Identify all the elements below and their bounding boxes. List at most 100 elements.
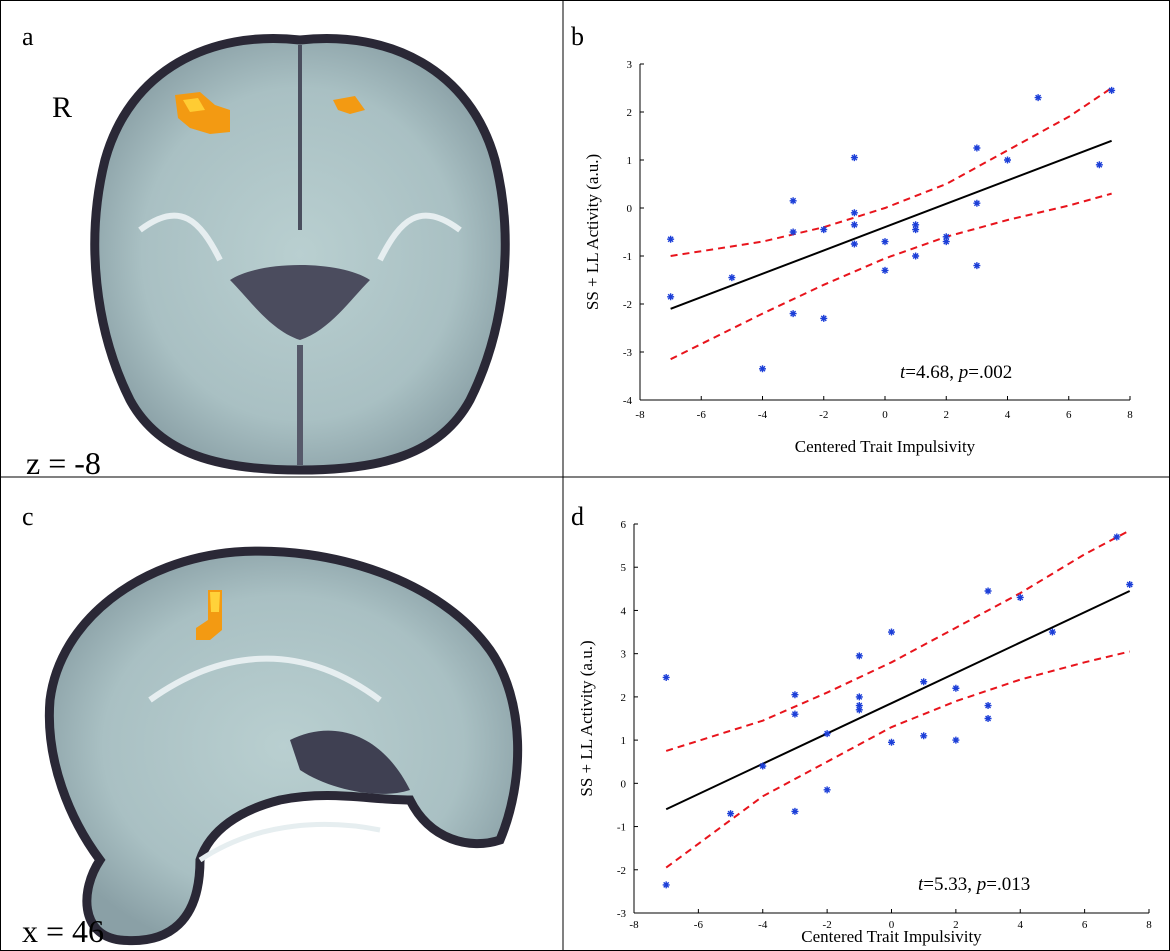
data-point bbox=[973, 200, 980, 207]
data-point bbox=[727, 810, 734, 817]
data-point bbox=[791, 711, 798, 718]
x-tick-label: 4 bbox=[1005, 409, 1011, 421]
data-point bbox=[791, 808, 798, 815]
data-point bbox=[790, 197, 797, 204]
data-point bbox=[985, 587, 992, 594]
figure: a b c d R z = -8 x = 46 -8-6-4-202468-4-… bbox=[0, 0, 1170, 951]
data-point bbox=[952, 737, 959, 744]
data-point bbox=[824, 786, 831, 793]
y-tick-label: 4 bbox=[621, 605, 627, 617]
x-tick-label: 8 bbox=[1146, 919, 1152, 931]
data-point bbox=[667, 293, 674, 300]
y-tick-label: 3 bbox=[627, 59, 633, 71]
annotation-part: =5.33, bbox=[923, 874, 976, 895]
y-tick-label: -4 bbox=[623, 395, 633, 407]
data-point bbox=[851, 241, 858, 248]
data-point bbox=[1108, 87, 1115, 94]
x-tick-label: 2 bbox=[944, 409, 950, 421]
data-point bbox=[856, 706, 863, 713]
x-tick-label: 8 bbox=[1127, 409, 1133, 421]
y-tick-label: -1 bbox=[623, 251, 632, 263]
data-point bbox=[1049, 629, 1056, 636]
data-point bbox=[973, 262, 980, 269]
data-point bbox=[1126, 581, 1133, 588]
data-point bbox=[851, 221, 858, 228]
data-point bbox=[791, 691, 798, 698]
x-tick-label: 6 bbox=[1082, 919, 1088, 931]
panel-label: c bbox=[22, 502, 34, 531]
data-point bbox=[851, 154, 858, 161]
x-tick-label: -4 bbox=[758, 919, 768, 931]
data-point bbox=[882, 238, 889, 245]
y-tick-label: -2 bbox=[623, 299, 632, 311]
y-tick-label: -2 bbox=[617, 865, 626, 877]
data-point bbox=[824, 730, 831, 737]
data-point bbox=[985, 715, 992, 722]
annotation-part: p bbox=[975, 874, 987, 895]
data-point bbox=[759, 763, 766, 770]
data-point bbox=[1017, 594, 1024, 601]
y-tick-label: -3 bbox=[623, 347, 633, 359]
data-point bbox=[882, 267, 889, 274]
page: { "panel_labels": ["a", "b", "c", "d"], … bbox=[0, 0, 1170, 951]
annotation: t=5.33, p=.013 bbox=[918, 874, 1030, 895]
data-point bbox=[856, 693, 863, 700]
data-point bbox=[820, 226, 827, 233]
data-point bbox=[888, 739, 895, 746]
data-point bbox=[663, 881, 670, 888]
data-point bbox=[1096, 161, 1103, 168]
x-tick-label: -6 bbox=[694, 919, 704, 931]
data-point bbox=[973, 145, 980, 152]
panel-label: b bbox=[571, 22, 584, 51]
panel-label: a bbox=[22, 22, 34, 51]
x-tick-label: -6 bbox=[697, 409, 707, 421]
side-label: R bbox=[52, 91, 72, 124]
y-tick-label: 1 bbox=[621, 735, 627, 747]
data-point bbox=[1113, 533, 1120, 540]
data-point bbox=[1035, 94, 1042, 101]
data-point bbox=[759, 365, 766, 372]
slice-label: x = 46 bbox=[22, 913, 104, 949]
x-tick-label: -4 bbox=[758, 409, 768, 421]
y-axis-label: SS + LL Activity (a.u.) bbox=[577, 640, 596, 796]
y-tick-label: 5 bbox=[621, 562, 627, 574]
x-tick-label: -8 bbox=[629, 919, 639, 931]
y-tick-label: 1 bbox=[627, 155, 633, 167]
data-point bbox=[952, 685, 959, 692]
data-point bbox=[728, 274, 735, 281]
data-point bbox=[985, 702, 992, 709]
x-axis-label: Centered Trait Impulsivity bbox=[795, 437, 976, 456]
y-tick-label: 3 bbox=[621, 649, 627, 661]
y-tick-label: -1 bbox=[617, 822, 626, 834]
y-tick-label: 2 bbox=[627, 107, 633, 119]
data-point bbox=[790, 310, 797, 317]
annotation-part: =4.68, bbox=[905, 362, 958, 383]
x-tick-label: -8 bbox=[635, 409, 645, 421]
data-point bbox=[912, 253, 919, 260]
data-point bbox=[912, 226, 919, 233]
y-tick-label: 2 bbox=[621, 692, 627, 704]
data-point bbox=[1004, 157, 1011, 164]
x-axis-label: Centered Trait Impulsivity bbox=[801, 927, 982, 946]
x-tick-label: 0 bbox=[882, 409, 888, 421]
data-point bbox=[663, 674, 670, 681]
x-tick-label: 6 bbox=[1066, 409, 1072, 421]
panel-label: d bbox=[571, 502, 584, 531]
data-point bbox=[920, 732, 927, 739]
annotation-part: p bbox=[957, 362, 969, 383]
annotation-part: =.013 bbox=[986, 874, 1030, 895]
data-point bbox=[920, 678, 927, 685]
data-point bbox=[790, 229, 797, 236]
data-point bbox=[888, 629, 895, 636]
slice-label: z = -8 bbox=[26, 445, 101, 481]
annotation-part: =.002 bbox=[968, 362, 1012, 383]
annotation: t=4.68, p=.002 bbox=[900, 362, 1012, 383]
data-point bbox=[943, 238, 950, 245]
brain-axial bbox=[95, 39, 505, 471]
y-tick-label: 0 bbox=[621, 778, 627, 790]
y-tick-label: -3 bbox=[617, 908, 627, 920]
x-tick-label: 4 bbox=[1018, 919, 1024, 931]
y-axis-label: SS + LL Activity (a.u.) bbox=[583, 154, 602, 310]
data-point bbox=[856, 652, 863, 659]
data-point bbox=[667, 236, 674, 243]
